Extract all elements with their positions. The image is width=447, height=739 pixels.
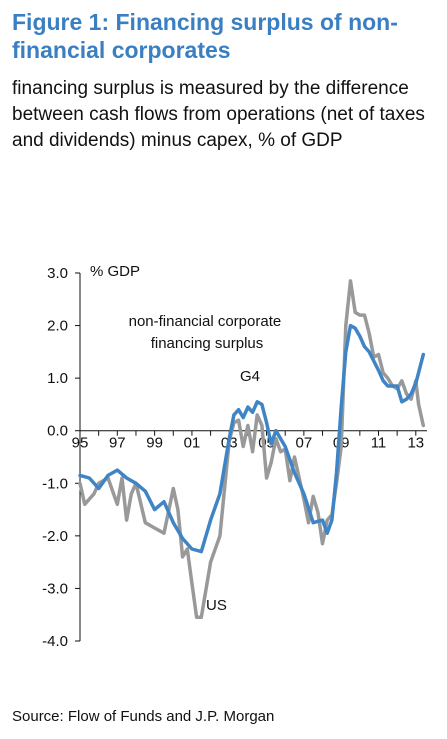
x-tick-label: 11 — [371, 435, 387, 452]
x-tick-label: 99 — [146, 435, 163, 452]
y-tick-label: -2.0 — [42, 528, 68, 545]
x-tick-label: 07 — [296, 435, 313, 452]
y-tick-label: -4.0 — [42, 633, 68, 650]
annotation-line-1: non-financial corporate — [129, 313, 282, 330]
series-label-us: US — [206, 597, 227, 614]
figure-title: Figure 1: Financing surplus of non-finan… — [12, 9, 398, 63]
x-tick-label: 13 — [407, 435, 424, 452]
source-note: Source: Flow of Funds and J.P. Morgan — [12, 708, 275, 725]
x-tick-label: 01 — [184, 435, 201, 452]
figure-subtitle: financing surplus is measured by the dif… — [12, 78, 425, 151]
y-tick-label: -1.0 — [42, 475, 68, 492]
y-tick-label: 3.0 — [47, 265, 68, 282]
y-tick-label: 1.0 — [47, 370, 68, 387]
y-tick-label: -3.0 — [42, 580, 68, 597]
y-tick-label: 0.0 — [47, 423, 68, 440]
chart-annotation: non-financial corporate financing surplu… — [129, 313, 286, 352]
x-tick-label: 97 — [109, 435, 126, 452]
x-tick-label: 95 — [72, 435, 89, 452]
series-line-g4 — [78, 323, 426, 554]
series-label-g4: G4 — [240, 368, 260, 385]
line-chart: 3.02.01.00.0-1.0-2.0-3.0-4.095 97 99 01 03 05… — [42, 263, 427, 650]
series-line-us — [78, 279, 426, 620]
annotation-line-2: financing surplus — [151, 335, 264, 352]
y-axis-label: % GDP — [90, 263, 140, 280]
y-tick-label: 2.0 — [47, 318, 68, 335]
